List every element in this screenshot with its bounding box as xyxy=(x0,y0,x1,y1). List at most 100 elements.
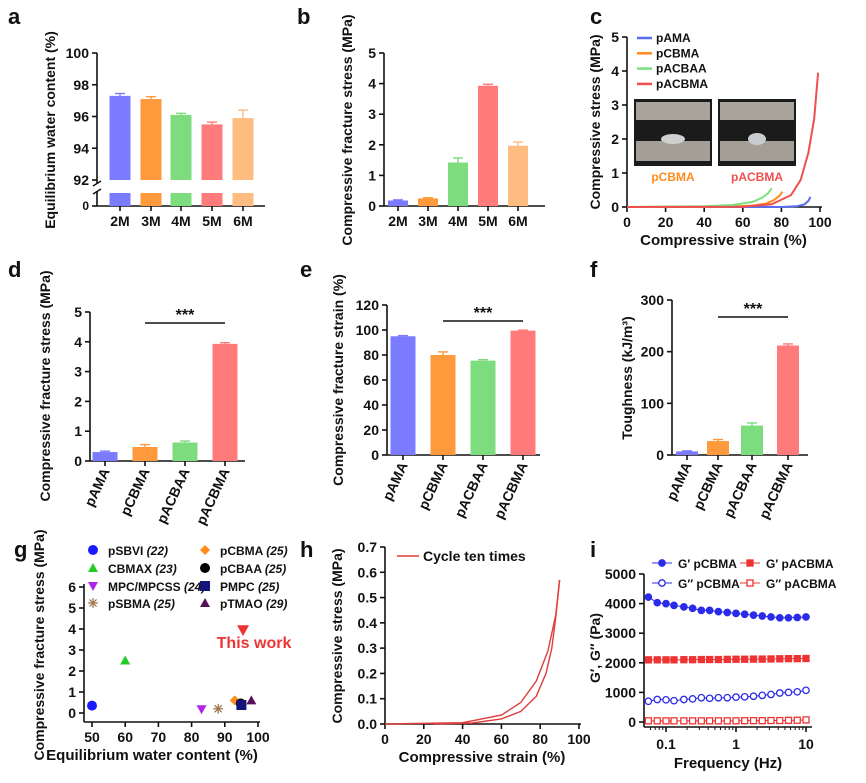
panel-letter: g xyxy=(14,537,27,562)
y-tick-label: 40 xyxy=(363,397,379,413)
data-point xyxy=(784,655,793,663)
bar-stub-5M xyxy=(201,193,223,206)
x-tick-label: 80 xyxy=(774,214,790,230)
x-tick-label: pACBMA xyxy=(491,460,531,522)
bar-2M xyxy=(388,200,408,206)
y-axis-title: Compressive fracture strain (%) xyxy=(330,274,346,486)
x-tick-label: 1 xyxy=(732,736,740,752)
y-axis-title: G′, G″ (Pa) xyxy=(587,613,603,683)
y-tick-label: 5 xyxy=(368,45,376,61)
y-tick-label: 0 xyxy=(68,705,76,721)
y-tick-label: 4000 xyxy=(605,596,636,612)
legend-ref: (29) xyxy=(266,597,287,611)
photo-sample xyxy=(661,134,685,144)
data-point xyxy=(758,717,766,725)
data-point xyxy=(670,656,678,664)
y-tick-label: 94 xyxy=(73,140,89,156)
data-point xyxy=(653,656,661,664)
legend-marker xyxy=(658,559,666,567)
data-point xyxy=(776,655,784,663)
data-point xyxy=(644,593,653,601)
bar-pCBMA xyxy=(430,355,456,455)
y-axis-title: Compressive stress (MPa) xyxy=(587,34,603,209)
bar-pAMA xyxy=(92,452,118,461)
data-point xyxy=(767,655,775,663)
y-tick-label: 0.2 xyxy=(358,665,378,681)
axis-break-mark xyxy=(92,180,102,187)
y-tick-label: 4 xyxy=(68,621,76,637)
data-point xyxy=(688,717,697,725)
y-tick-label: 20 xyxy=(363,422,379,438)
y-tick-label: 0 xyxy=(611,199,619,215)
data-point xyxy=(705,694,714,703)
bar-3M xyxy=(418,198,438,206)
legend-marker xyxy=(200,563,210,573)
data-point xyxy=(767,613,775,621)
x-tick-label: 5M xyxy=(478,213,497,229)
panel-c: c Compressive stress (MPa) 0 1 2 3 4 5 0 20 40 60 80… xyxy=(587,4,832,249)
legend-label: pCBMA (25) xyxy=(220,544,288,558)
photo-lower-plate xyxy=(636,141,710,161)
legend-name: pSBMA xyxy=(108,597,154,611)
legend-ref: (22) xyxy=(147,544,168,558)
significance-stars: *** xyxy=(474,305,493,322)
y-axis-title: Equilibrium water content (%) xyxy=(42,31,58,229)
y-tick-label: 5 xyxy=(611,29,619,45)
x-tick-label: 100 xyxy=(567,731,591,747)
bar-pCBMA xyxy=(132,446,158,461)
legend-ref: (25) xyxy=(258,580,279,594)
y-tick-label: 2 xyxy=(68,663,76,679)
x-tick-label: pACBMA xyxy=(193,466,233,528)
panel-letter: d xyxy=(8,257,21,282)
panel-g: g Compressive fracture stress (MPa) 0 1 2 3 4 5… xyxy=(14,529,291,764)
legend-name: pSBVI xyxy=(108,544,147,558)
data-point xyxy=(705,655,714,664)
panel-a: a Equilibrium water content (%) 0 92 94 96 98 1… xyxy=(8,4,265,229)
x-tick-label: pACBMA xyxy=(756,460,796,522)
y-tick-label: 100 xyxy=(641,395,665,411)
data-point xyxy=(767,690,775,699)
panel-b: b Compressive fracture stress (MPa) 0 1 2 3 4 5… xyxy=(297,4,545,246)
data-point xyxy=(749,692,758,701)
data-point xyxy=(758,691,767,700)
bar-pACBMA xyxy=(212,343,238,461)
photo-lower-plate xyxy=(720,141,794,161)
data-point xyxy=(732,655,740,663)
data-point xyxy=(697,693,706,702)
data-point xyxy=(714,655,723,664)
y-tick-label: 0 xyxy=(628,714,636,730)
data-point xyxy=(688,604,697,613)
x-tick-label: 0.1 xyxy=(656,736,676,752)
legend-label: pSBVI (22) xyxy=(108,544,168,558)
data-point xyxy=(732,693,740,701)
data-point xyxy=(688,656,697,664)
data-point xyxy=(767,716,775,725)
data-point xyxy=(723,608,732,617)
bar-pAMA xyxy=(676,451,698,455)
significance-stars: *** xyxy=(176,307,195,324)
legend-label: G″ pCBMA xyxy=(678,577,740,591)
legend-marker xyxy=(200,545,210,555)
legend-name: pCBMA xyxy=(220,544,266,558)
x-tick-label: 60 xyxy=(117,729,133,745)
data-point xyxy=(662,717,670,725)
photo-caption: pCBMA xyxy=(651,170,695,184)
y-tick-label: 4 xyxy=(368,76,376,92)
x-tick-label: pCBMA xyxy=(415,460,451,513)
data-point xyxy=(740,692,749,701)
bar-pACBMA xyxy=(510,330,536,455)
y-tick-label: 1 xyxy=(68,684,76,700)
data-point xyxy=(802,613,810,621)
y-tick-label: 0.4 xyxy=(358,615,378,631)
marker-CBMAX xyxy=(120,655,131,665)
x-tick-label: 5M xyxy=(202,213,221,229)
x-tick-label: 50 xyxy=(84,729,100,745)
y-tick-label: 100 xyxy=(66,45,90,61)
photo-sample xyxy=(748,133,766,145)
data-point xyxy=(680,695,688,704)
y-tick-label: 5 xyxy=(74,304,82,320)
this-work-label: This work xyxy=(217,635,292,652)
y-axis-title: Compressive fracture stress (MPa) xyxy=(37,270,53,501)
y-tick-label: 3000 xyxy=(605,625,636,641)
data-point xyxy=(793,655,801,663)
